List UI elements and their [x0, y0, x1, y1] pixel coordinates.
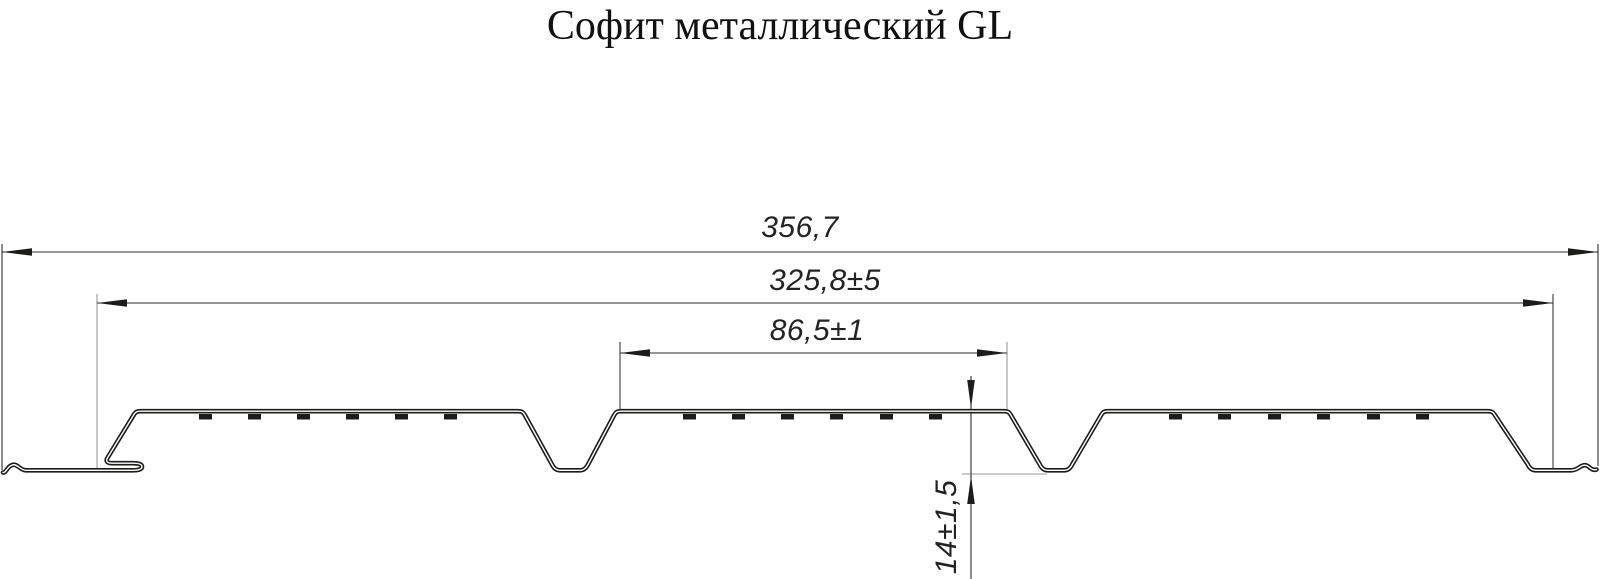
profile-outline-outer — [0, 408, 1599, 475]
dimension-label-profile-depth: 14±1,5 — [930, 479, 963, 575]
arrow-depth-up — [967, 476, 975, 504]
dimension-arrows — [2, 248, 1598, 504]
arrow-depth-down — [967, 380, 975, 408]
dimension-label-visible-width: 325,8±5 — [769, 264, 881, 297]
rib-mark — [1268, 414, 1281, 420]
profile-outline-core — [2, 410, 1598, 474]
rib-mark — [346, 414, 359, 420]
arrow-overall-right — [1568, 248, 1598, 256]
drawing-title: Софит металлический GL — [546, 3, 1014, 49]
profile-outline — [0, 408, 1599, 475]
surface-rib-marks — [199, 414, 1429, 420]
arrow-cover-left — [97, 299, 127, 307]
rib-mark — [1416, 414, 1429, 420]
rib-mark — [929, 414, 942, 420]
dimension-lines — [2, 251, 1598, 579]
arrow-panel-left — [620, 349, 650, 357]
rib-mark — [1218, 414, 1231, 420]
rib-mark — [199, 414, 212, 420]
rib-mark — [781, 414, 794, 420]
arrow-overall-left — [2, 248, 32, 256]
dimension-label-panel-width: 86,5±1 — [769, 314, 865, 347]
rib-mark — [683, 414, 696, 420]
arrow-cover-right — [1523, 299, 1553, 307]
arrow-panel-right — [977, 349, 1007, 357]
rib-mark — [248, 414, 261, 420]
rib-mark — [1169, 414, 1182, 420]
rib-mark — [395, 414, 408, 420]
rib-mark — [1367, 414, 1380, 420]
dimension-label-overall-width: 356,7 — [761, 211, 839, 244]
rib-mark — [444, 414, 457, 420]
rib-mark — [830, 414, 843, 420]
rib-mark — [732, 414, 745, 420]
rib-mark — [1317, 414, 1330, 420]
rib-mark — [880, 414, 893, 420]
rib-mark — [297, 414, 310, 420]
